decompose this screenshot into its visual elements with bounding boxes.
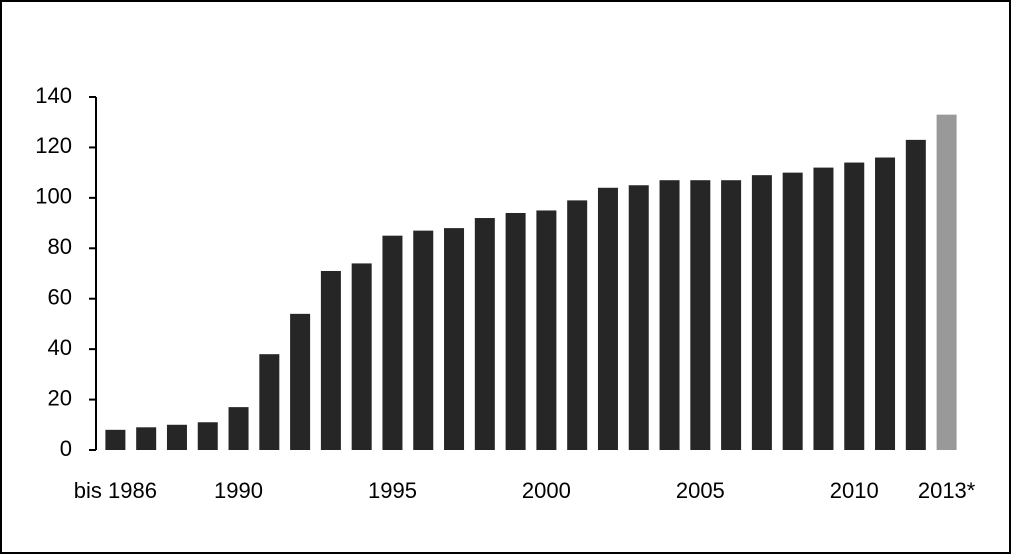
- bar: [936, 114, 957, 451]
- bar: [751, 175, 772, 450]
- x-tick-label: 1990: [214, 478, 263, 503]
- x-tick-label: 2010: [830, 478, 879, 503]
- bar: [351, 263, 372, 450]
- x-tick-label: 2005: [676, 478, 725, 503]
- bar: [721, 180, 742, 450]
- bar: [136, 427, 157, 450]
- bar: [382, 235, 403, 450]
- bar: [628, 185, 649, 450]
- x-tick-label: 2013*: [918, 478, 976, 503]
- x-tick-label: 1995: [368, 478, 417, 503]
- bar: [813, 167, 834, 450]
- x-tick-label: bis 1986: [74, 478, 157, 503]
- bar: [166, 424, 187, 450]
- y-tick-label: 120: [35, 133, 72, 158]
- bar: [259, 354, 280, 450]
- bar: [905, 139, 926, 450]
- bar: [197, 422, 218, 450]
- bar: [505, 212, 526, 450]
- bar: [567, 200, 588, 450]
- bar: [444, 228, 465, 450]
- bar: [290, 313, 311, 450]
- bar: [597, 187, 618, 450]
- y-tick-label: 0: [60, 436, 72, 461]
- bar: [875, 157, 896, 450]
- bar: [782, 172, 803, 450]
- bar: [844, 162, 865, 451]
- bar: [413, 230, 434, 450]
- y-tick-label: 140: [35, 83, 72, 108]
- bar: [474, 218, 495, 450]
- bar: [228, 407, 249, 450]
- y-tick-label: 60: [48, 285, 72, 310]
- x-tick-label: 2000: [522, 478, 571, 503]
- y-tick-label: 100: [35, 184, 72, 209]
- bar: [536, 210, 557, 450]
- bar: [690, 180, 711, 450]
- bar: [105, 429, 126, 450]
- y-tick-label: 40: [48, 335, 72, 360]
- y-tick-label: 80: [48, 234, 72, 259]
- y-tick-label: 20: [48, 385, 72, 410]
- bar: [659, 180, 680, 450]
- bar: [320, 270, 341, 450]
